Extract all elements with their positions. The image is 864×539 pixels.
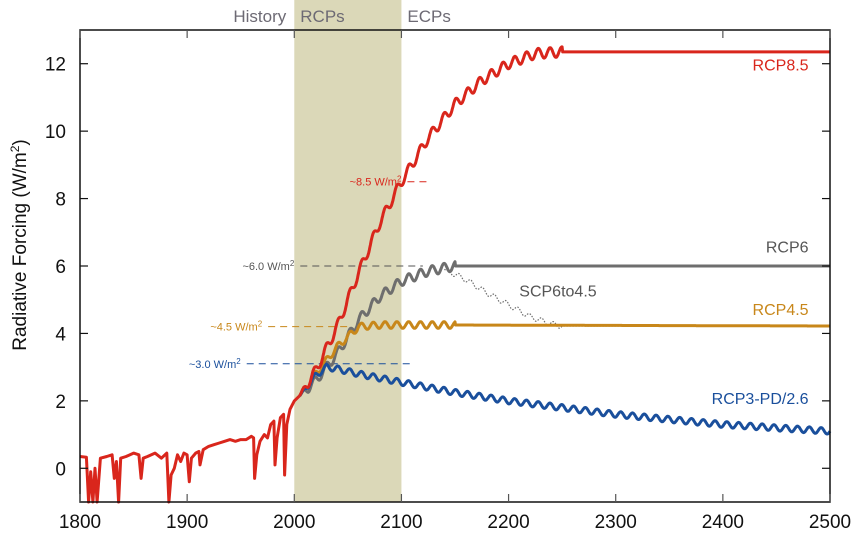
y-tick-label: 10 — [45, 122, 66, 143]
reference-label-sup: 2 — [236, 356, 241, 365]
series-line-rcp4-5 — [298, 320, 831, 397]
reference-label-main: ~6.0 W/m — [242, 261, 289, 273]
y-tick-label: 2 — [55, 392, 66, 413]
y-tick-label: 4 — [55, 324, 66, 345]
reference-label: ~6.0 W/m2 — [242, 259, 294, 274]
reference-label-main: ~3.0 W/m — [189, 359, 236, 371]
reference-label-main: ~4.5 W/m — [210, 322, 257, 334]
period-label-ecps: ECPs — [407, 7, 450, 26]
period-label-history: History — [233, 7, 286, 26]
reference-label-sup: 2 — [258, 319, 263, 328]
reference-label: ~3.0 W/m2 — [189, 356, 241, 371]
y-tick-label: 12 — [45, 55, 66, 76]
y-tick-label: 0 — [55, 459, 66, 480]
reference-label: ~4.5 W/m2 — [210, 319, 262, 334]
period-band-rcps — [294, 0, 402, 502]
series-label-rcp8-5: RCP8.5 — [753, 57, 809, 74]
reference-label-sup: 2 — [290, 259, 295, 268]
series-line-rcp6 — [298, 260, 831, 397]
series-label-rcp6: RCP6 — [766, 240, 809, 257]
x-tick-label: 2500 — [809, 512, 851, 533]
x-tick-label: 2100 — [380, 512, 422, 533]
series-line-rcp8-5 — [298, 45, 831, 397]
y-tick-label: 8 — [55, 190, 66, 211]
series-label-rcp3-pd-2-6: RCP3-PD/2.6 — [712, 391, 809, 408]
y-axis-title-main: Radiative Forcing (W/m — [10, 152, 31, 351]
x-tick-label: 2400 — [702, 512, 744, 533]
y-axis-title-sup: 2 — [8, 145, 22, 152]
reference-label-main: ~8.5 W/m — [350, 177, 397, 189]
historical-forcing-line — [79, 394, 301, 504]
series-line-scp6to4-5 — [444, 268, 831, 329]
x-tick-label: 1800 — [59, 512, 101, 533]
y-axis-title-close: ) — [10, 139, 31, 145]
period-label-rcps: RCPs — [300, 7, 344, 26]
x-tick-label: 2200 — [487, 512, 529, 533]
x-tick-label: 2000 — [273, 512, 315, 533]
series-label-rcp4-5: RCP4.5 — [753, 302, 809, 319]
series-label-scp6to4-5: SCP6to4.5 — [519, 283, 596, 300]
x-tick-label: 2300 — [595, 512, 637, 533]
x-tick-label: 1900 — [166, 512, 208, 533]
y-axis-title: Radiative Forcing (W/m2) — [8, 139, 31, 351]
series-line-rcp3-pd-2-6 — [298, 362, 832, 436]
reference-label-sup: 2 — [397, 174, 402, 183]
reference-label: ~8.5 W/m2 — [350, 174, 402, 189]
y-tick-label: 6 — [55, 257, 66, 278]
